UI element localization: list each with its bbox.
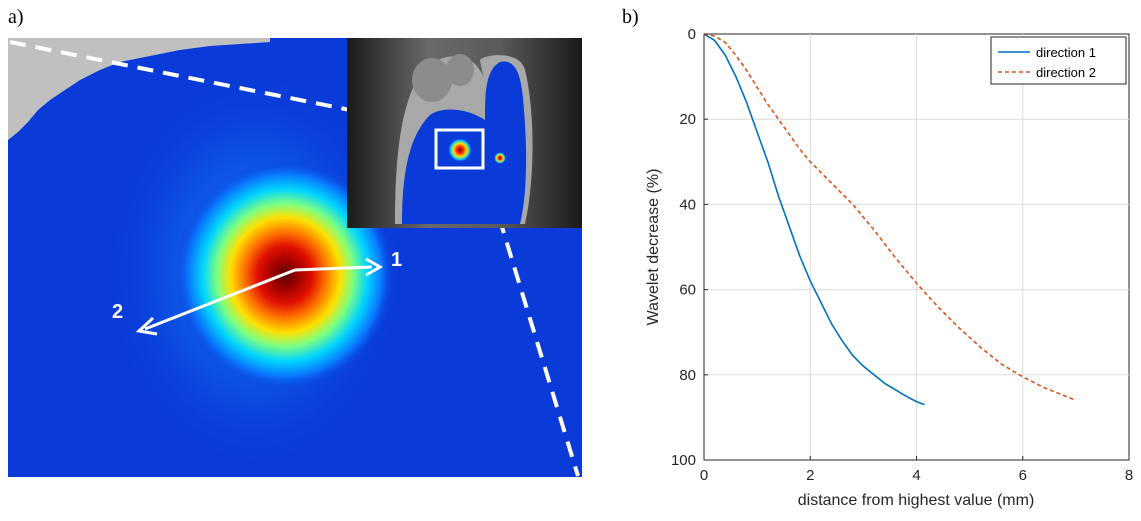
- y-tick-label: 20: [679, 111, 696, 128]
- x-tick-label: 0: [700, 467, 708, 484]
- y-tick-label: 100: [671, 452, 696, 469]
- x-tick-label: 2: [806, 467, 814, 484]
- y-tick-label: 0: [688, 26, 696, 43]
- arrow-1-label: 1: [391, 249, 402, 271]
- x-tick-label: 8: [1125, 467, 1133, 484]
- y-tick-label: 40: [679, 196, 696, 213]
- x-axis-title: distance from highest value (mm): [798, 492, 1035, 509]
- x-tick-label: 4: [912, 467, 920, 484]
- gray-region: [8, 38, 270, 140]
- legend-label-direction-1: direction 1: [1036, 45, 1096, 60]
- inset-image: [347, 38, 582, 228]
- x-tick-label: 6: [1019, 467, 1027, 484]
- series-line-direction-1: [703, 33, 925, 406]
- arrow-direction-1: [294, 257, 384, 277]
- panel-b-label: b): [622, 6, 639, 28]
- y-axis-title: Wavelet decrease (%): [645, 169, 662, 326]
- arrow-2-label: 2: [112, 301, 123, 323]
- y-tick-label: 80: [679, 367, 696, 384]
- arrow-direction-2: [135, 268, 296, 336]
- panel-a-label: a): [8, 6, 24, 28]
- legend-label-direction-2: direction 2: [1036, 65, 1096, 80]
- legend: direction 1 direction 2: [990, 36, 1127, 85]
- y-tick-label: 60: [679, 282, 696, 299]
- heatmap-figure: 1 2: [8, 38, 582, 477]
